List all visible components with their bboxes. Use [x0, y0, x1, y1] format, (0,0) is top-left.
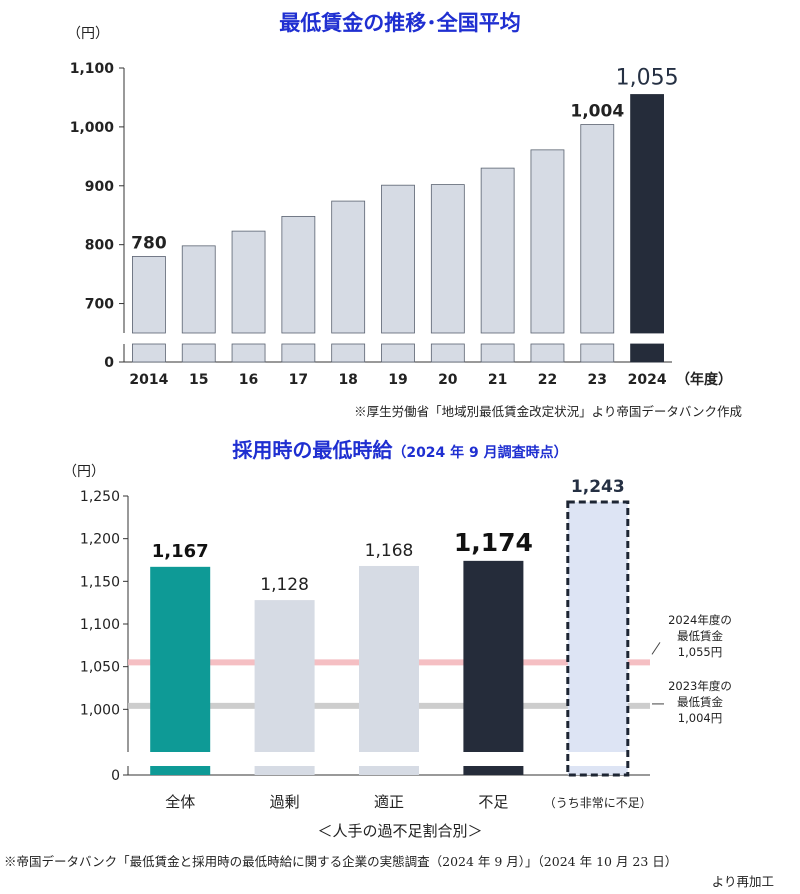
chart1-bar-stub: [331, 343, 366, 363]
chart1-source-note: ※厚生労働省「地域別最低賃金改定状況」より帝国データバンク作成: [354, 404, 742, 419]
chart1-data-label: 1,004: [570, 102, 624, 122]
chart1-bar: [480, 167, 515, 334]
chart1-bar: [331, 200, 366, 334]
chart1-bar: [132, 256, 166, 334]
chart2-bar: [254, 600, 315, 752]
chart1-bar-stub: [231, 343, 266, 363]
chart1-bar-stub: [181, 343, 216, 363]
chart1-bar: [430, 184, 465, 334]
chart1-bar-stub: [281, 343, 316, 363]
chart1-x-tick-label: 23: [588, 372, 607, 388]
chart2-y-tick-label: 0: [111, 768, 120, 784]
chart2-x-tick-label: （うち非常に不足）: [544, 796, 652, 810]
chart1-bar: [231, 230, 266, 334]
chart1-y-unit: （円）: [67, 26, 109, 42]
chart2-x-axis-title: ＜人手の過不足割合別＞: [317, 822, 482, 840]
chart2-bar-dashed-outline: [566, 500, 630, 777]
chart1-y-tick-label: 1,000: [70, 120, 115, 136]
chart2-y-unit: （円）: [63, 464, 105, 480]
chart1-x-tick-label: 17: [289, 372, 308, 388]
chart2-title-group: 採用時の最低時給（2024 年 9 月調査時点）: [232, 438, 567, 462]
chart1-x-tick-label: 2024: [628, 372, 667, 388]
chart2-reference-label: 2023年度の: [668, 679, 732, 693]
chart1-bar-stub: [530, 343, 565, 363]
chart1-x-tick-label: 19: [388, 372, 407, 388]
chart1-y-tick-label: 0: [104, 355, 114, 371]
chart2-y-tick-label: 1,150: [80, 574, 120, 590]
chart2-bar-stub: [463, 766, 524, 775]
chart2-reference-label: 最低賃金: [677, 695, 723, 709]
chart2-y-tick-label: 1,100: [80, 617, 120, 633]
chart1-bar: [580, 124, 615, 334]
chart1-bar-stub: [630, 343, 664, 363]
chart2-y-tick-label: 1,200: [80, 532, 120, 548]
chart1-bar-stub: [430, 343, 465, 363]
chart1-x-unit: （年度）: [676, 371, 732, 388]
chart1-x-tick-label: 22: [538, 372, 557, 388]
chart1-bar: [630, 94, 664, 334]
chart2-x-tick-label: 適正: [374, 793, 404, 811]
chart1-y-tick-label: 900: [85, 179, 114, 195]
chart2-bar: [359, 565, 419, 752]
chart1-bar-stub: [580, 343, 615, 363]
chart2-bar-stub: [150, 766, 211, 775]
chart2-x-tick-label: 不足: [478, 793, 508, 811]
chart1-title: 最低賃金の推移･全国平均: [279, 11, 521, 35]
chart1-y-tick-label: 1,100: [70, 61, 115, 77]
chart1-bar-stub: [480, 343, 515, 363]
chart2-reference-label: 1,055円: [678, 645, 722, 659]
chart1-data-label: 1,055: [616, 66, 679, 91]
chart2-x-tick-label: 全体: [165, 793, 195, 811]
chart1-y-tick-label: 700: [85, 297, 114, 313]
chart1-bar: [530, 149, 565, 334]
chart2-bar-stub: [254, 766, 315, 775]
chart2-data-label: 1,167: [152, 541, 209, 562]
chart2-y-tick-label: 1,250: [80, 489, 120, 505]
chart1-bar: [281, 215, 316, 334]
chart2-reference-leader: [651, 642, 661, 655]
chart2-bar: [463, 560, 524, 752]
chart2-bar-break-gap: [567, 752, 628, 766]
chart1-x-tick-label: 18: [338, 372, 357, 388]
chart1-x-tick-label: 20: [438, 372, 458, 388]
chart2-title: 採用時の最低時給: [232, 438, 393, 462]
chart1-x-tick-label: 15: [189, 372, 208, 388]
chart1-bar: [181, 245, 216, 334]
chart1-data-label: 780: [131, 233, 167, 253]
chart2-source-note: ※帝国データバンク「最低賃金と採用時の最低時給に関する企業の実態調査（2024 …: [4, 854, 678, 869]
chart1-x-tick-label: 2014: [129, 372, 168, 388]
chart2-data-label: 1,174: [454, 528, 533, 557]
chart2-bar: [567, 501, 628, 775]
chart2-y-tick-label: 1,000: [80, 702, 120, 718]
chart2-data-label: 1,168: [365, 541, 414, 561]
chart2-data-label: 1,128: [260, 575, 309, 595]
chart2-reference-label: 2024年度の: [668, 613, 732, 627]
chart2-bar-stub: [359, 766, 419, 775]
chart2-bar: [150, 566, 211, 752]
chart1-bar-stub: [132, 343, 166, 363]
chart2-subtitle: （2024 年 9 月調査時点）: [392, 444, 567, 461]
chart2-reference-label: 1,004円: [678, 711, 722, 725]
chart2-y-tick-label: 1,050: [80, 660, 120, 676]
chart1-x-tick-label: 16: [239, 372, 258, 388]
chart2-data-label: 1,243: [571, 477, 625, 497]
chart1-y-tick-label: 800: [85, 238, 114, 254]
chart1-bar-stub: [381, 343, 415, 363]
chart1-bar: [381, 184, 415, 334]
chart2-x-tick-label: 過剰: [270, 793, 300, 811]
chart1-x-tick-label: 21: [488, 372, 507, 388]
chart2-source-note-2: より再加工: [711, 874, 774, 889]
chart2-reference-label: 最低賃金: [677, 629, 723, 643]
